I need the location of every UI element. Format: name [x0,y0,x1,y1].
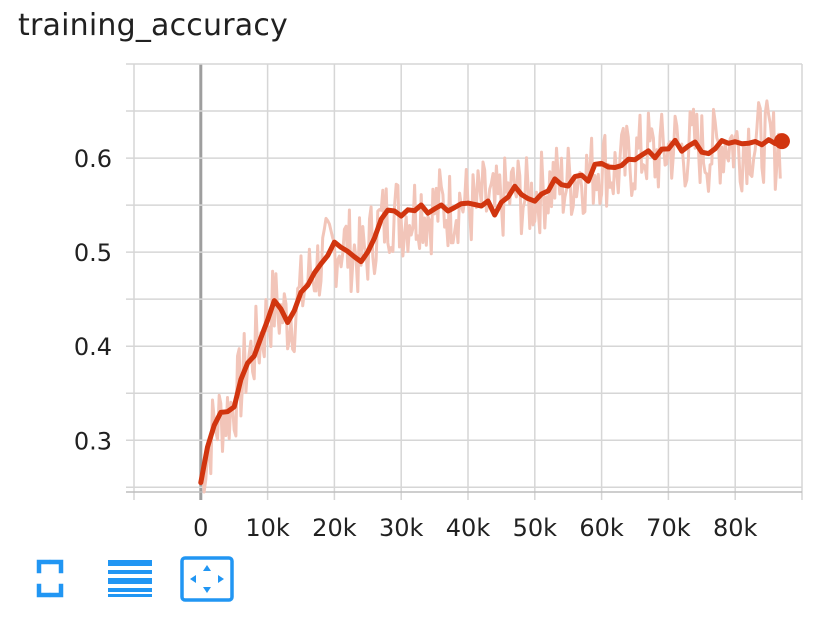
y-tick-label: 0.3 [74,427,112,455]
x-tick-label: 0 [193,514,208,540]
raw-series-line [199,99,782,494]
chart-title: training_accuracy [18,8,288,43]
y-tick-label: 0.6 [74,145,112,173]
toggle-log-scale-button[interactable] [106,552,162,608]
toggle-log-scale-icon [108,560,152,597]
x-tick-label: 10k [245,514,290,540]
x-tick-label: 50k [513,514,558,540]
x-tick-label: 20k [312,514,357,540]
x-tick-label: 40k [446,514,491,540]
smoothed-series-line [198,136,785,486]
fullscreen-toggle-icon [36,559,64,598]
smoothed-series [198,133,790,486]
x-tick-label: 80k [713,514,758,540]
tick-labels: 0 10k 20k 30k 40k 50k 60k 70k 80k 0.3 0.4 0.5 0.6 [74,145,758,540]
y-tick-label: 0.5 [74,239,112,267]
x-tick-label: 70k [646,514,691,540]
x-tick-label: 30k [379,514,424,540]
line-chart: 0 10k 20k 30k 40k 50k 60k 70k 80k 0.3 0.4 0.5 0.6 [74,63,803,540]
fit-domain-button[interactable] [180,552,236,608]
fit-domain-icon [180,556,234,602]
raw-series [199,99,782,494]
x-tick-label: 60k [579,514,624,540]
fullscreen-button[interactable] [30,552,86,608]
series-endpoint-marker[interactable] [773,133,790,150]
y-tick-label: 0.4 [74,333,112,361]
